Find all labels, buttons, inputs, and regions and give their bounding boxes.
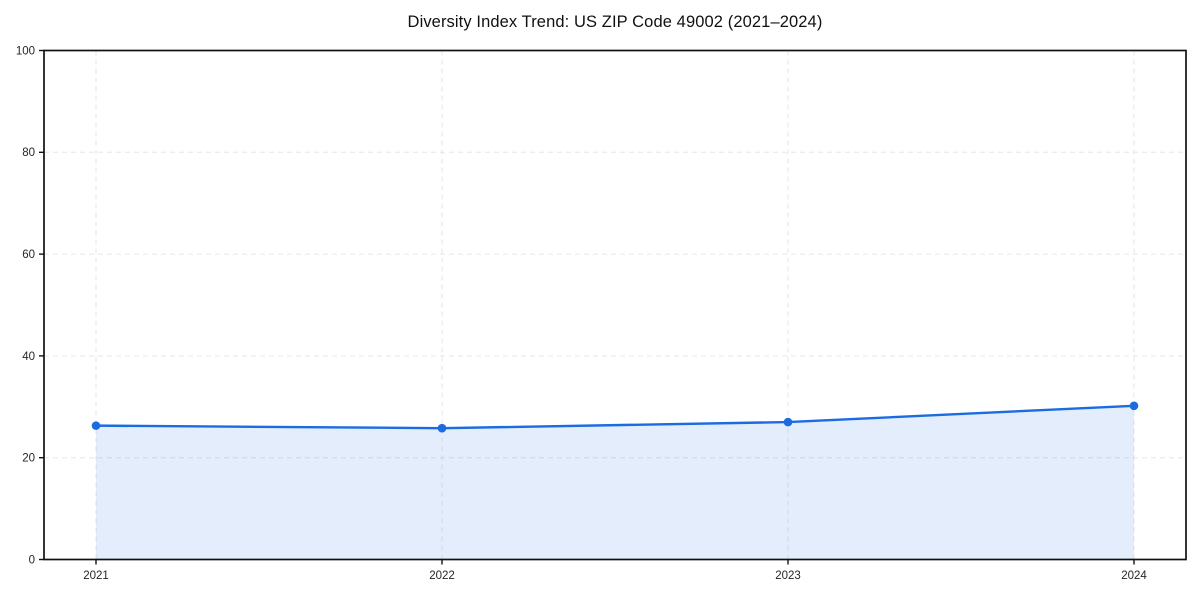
data-point (437, 423, 447, 433)
y-tick-label: 20 (22, 453, 35, 465)
chart-title: Diversity Index Trend: US ZIP Code 49002… (407, 13, 823, 31)
data-point (91, 421, 101, 430)
x-tick-label: 2024 (1121, 570, 1147, 582)
trend-line (94, 404, 1136, 430)
y-tick-label: 100 (16, 45, 35, 57)
data-point (783, 417, 793, 427)
y-tick-label: 80 (22, 147, 35, 159)
x-tick-label: 2021 (83, 570, 109, 582)
area-fill (96, 405, 1134, 560)
data-point (1129, 401, 1139, 411)
y-tick-label: 0 (29, 554, 35, 566)
x-tick-label: 2023 (775, 570, 801, 582)
plot-border (43, 49, 1187, 561)
y-tick-label: 60 (22, 249, 35, 261)
x-tick-label: 2022 (429, 570, 455, 582)
y-tick-label: 40 (22, 351, 35, 363)
